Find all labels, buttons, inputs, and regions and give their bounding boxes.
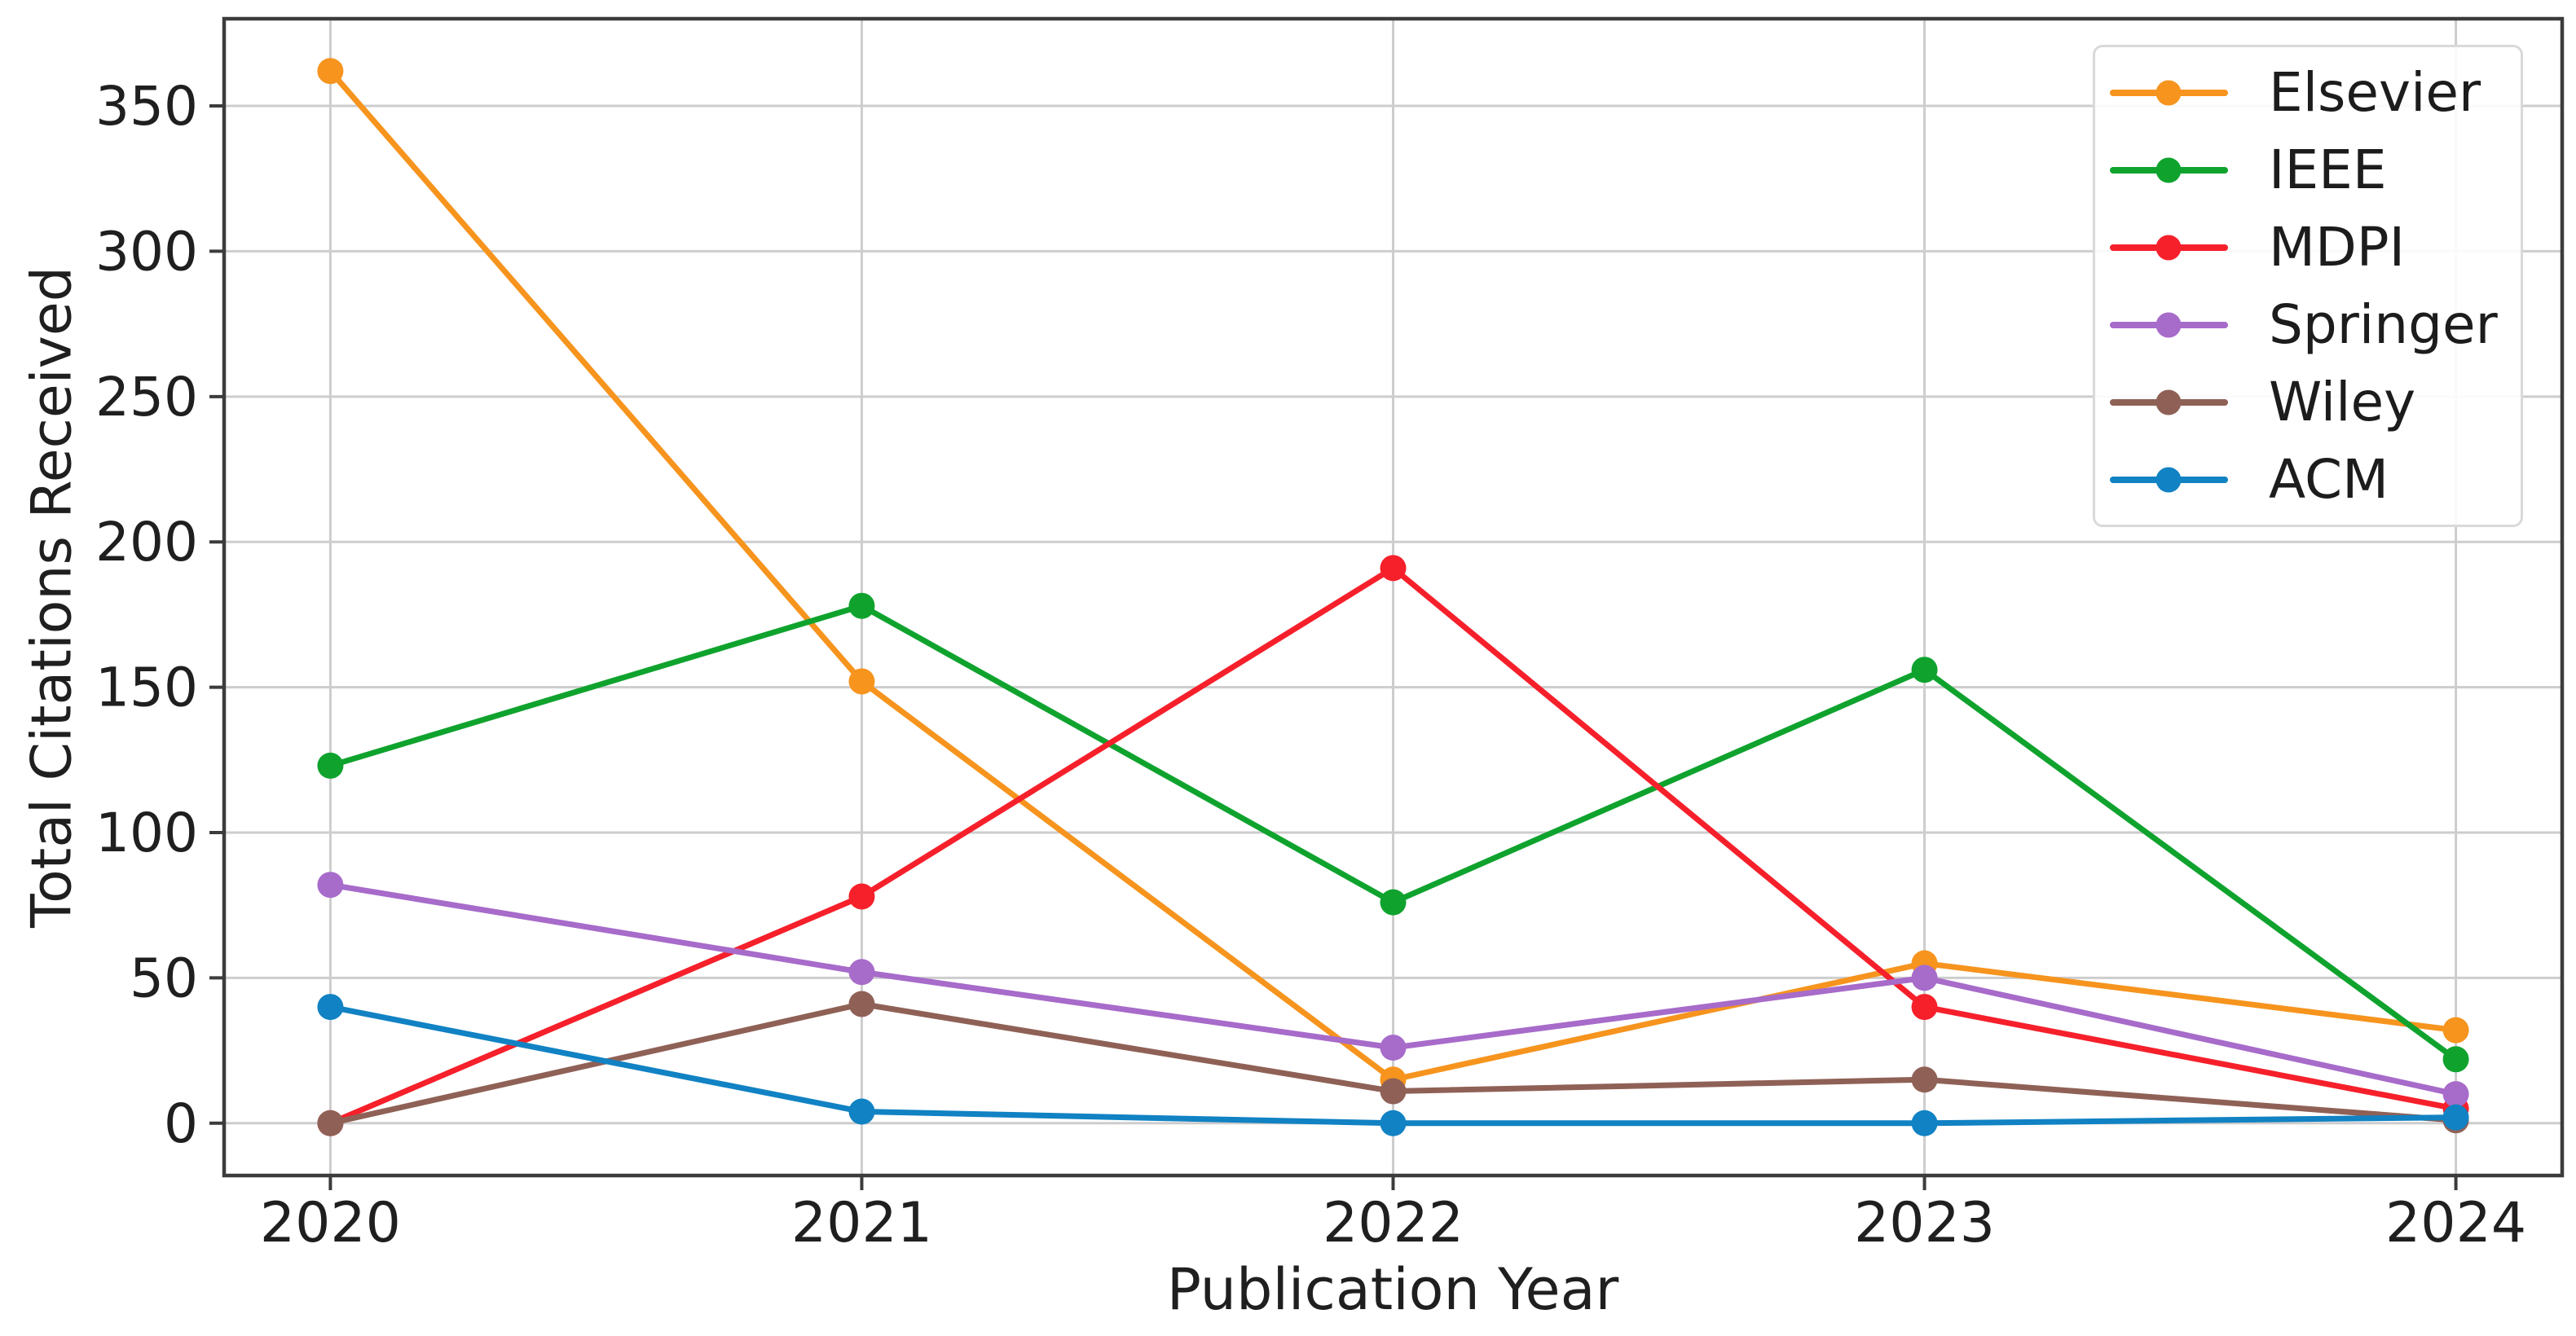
legend-marker-icon (2155, 80, 2182, 105)
legend-marker-icon (2155, 389, 2182, 415)
data-point-Elsevier-2021 (848, 668, 875, 695)
legend-label: Wiley (2269, 370, 2416, 433)
legend-label: Elsevier (2269, 60, 2481, 124)
data-point-Springer-2023 (1911, 965, 1938, 991)
y-tick-label-350: 350 (95, 75, 198, 138)
x-axis-title: Publication Year (1166, 1256, 1619, 1323)
data-point-ACM-2020 (317, 994, 344, 1021)
legend-swatch-MDPI (2110, 235, 2228, 260)
legend-item-Wiley: Wiley (2110, 363, 2498, 441)
legend-item-MDPI: MDPI (2110, 209, 2498, 286)
legend-marker-icon (2155, 235, 2182, 260)
tick-layer: 0 50 100 150 200 250 300 350 2020 2021 2022 2023 202… (95, 75, 2526, 1255)
data-point-IEEE-2022 (1380, 889, 1407, 916)
data-point-IEEE-2024 (2442, 1046, 2469, 1073)
data-point-Elsevier-2020 (317, 58, 344, 85)
data-point-Elsevier-2024 (2442, 1017, 2469, 1044)
data-point-Wiley-2020 (317, 1110, 344, 1136)
y-tick-label-300: 300 (95, 220, 198, 283)
y-axis-title: Total Citations Received (20, 266, 85, 928)
data-point-IEEE-2020 (317, 752, 344, 779)
legend-swatch-Wiley (2110, 389, 2228, 415)
data-point-ACM-2021 (848, 1098, 875, 1125)
legend-swatch-Elsevier (2110, 80, 2228, 105)
legend-item-IEEE: IEEE (2110, 131, 2498, 209)
legend-item-Elsevier: Elsevier (2110, 54, 2498, 131)
legend-label: IEEE (2269, 138, 2387, 201)
data-point-Wiley-2022 (1380, 1078, 1407, 1105)
x-tick-label-2024: 2024 (2385, 1191, 2526, 1255)
legend: Elsevier IEEE MDPI Springer Wiley ACM (2093, 45, 2523, 527)
data-point-MDPI-2023 (1911, 994, 1938, 1021)
y-tick-label-100: 100 (95, 802, 198, 864)
legend-marker-icon (2155, 157, 2182, 182)
data-point-IEEE-2023 (1911, 657, 1938, 683)
data-point-Springer-2022 (1380, 1035, 1407, 1061)
y-tick-label-200: 200 (95, 511, 198, 574)
legend-swatch-IEEE (2110, 157, 2228, 182)
legend-item-Springer: Springer (2110, 286, 2498, 363)
x-tick-label-2023: 2023 (1854, 1191, 1995, 1255)
data-point-ACM-2023 (1911, 1110, 1938, 1136)
series-layer (317, 58, 2469, 1136)
data-point-Wiley-2021 (848, 991, 875, 1017)
legend-label: MDPI (2269, 215, 2406, 279)
legend-swatch-ACM (2110, 467, 2228, 492)
data-point-Wiley-2023 (1911, 1066, 1938, 1093)
x-tick-label-2020: 2020 (260, 1191, 401, 1255)
data-point-Springer-2024 (2442, 1081, 2469, 1108)
legend-marker-icon (2155, 467, 2182, 492)
y-tick-label-150: 150 (95, 657, 198, 719)
data-point-Springer-2021 (848, 959, 875, 986)
data-point-Springer-2020 (317, 872, 344, 899)
legend-swatch-Springer (2110, 312, 2228, 337)
legend-label: Springer (2269, 292, 2498, 356)
legend-item-ACM: ACM (2110, 441, 2498, 518)
data-point-ACM-2022 (1380, 1110, 1407, 1136)
data-point-IEEE-2021 (848, 592, 875, 619)
y-tick-label-0: 0 (164, 1092, 198, 1155)
legend-label: ACM (2269, 447, 2389, 511)
data-point-MDPI-2021 (848, 883, 875, 910)
y-tick-label-50: 50 (130, 947, 198, 1009)
x-tick-label-2022: 2022 (1323, 1191, 1464, 1255)
data-point-MDPI-2022 (1380, 555, 1407, 582)
y-tick-label-250: 250 (95, 366, 198, 428)
data-point-ACM-2024 (2442, 1104, 2469, 1131)
x-tick-label-2021: 2021 (791, 1191, 932, 1255)
legend-marker-icon (2155, 312, 2182, 337)
